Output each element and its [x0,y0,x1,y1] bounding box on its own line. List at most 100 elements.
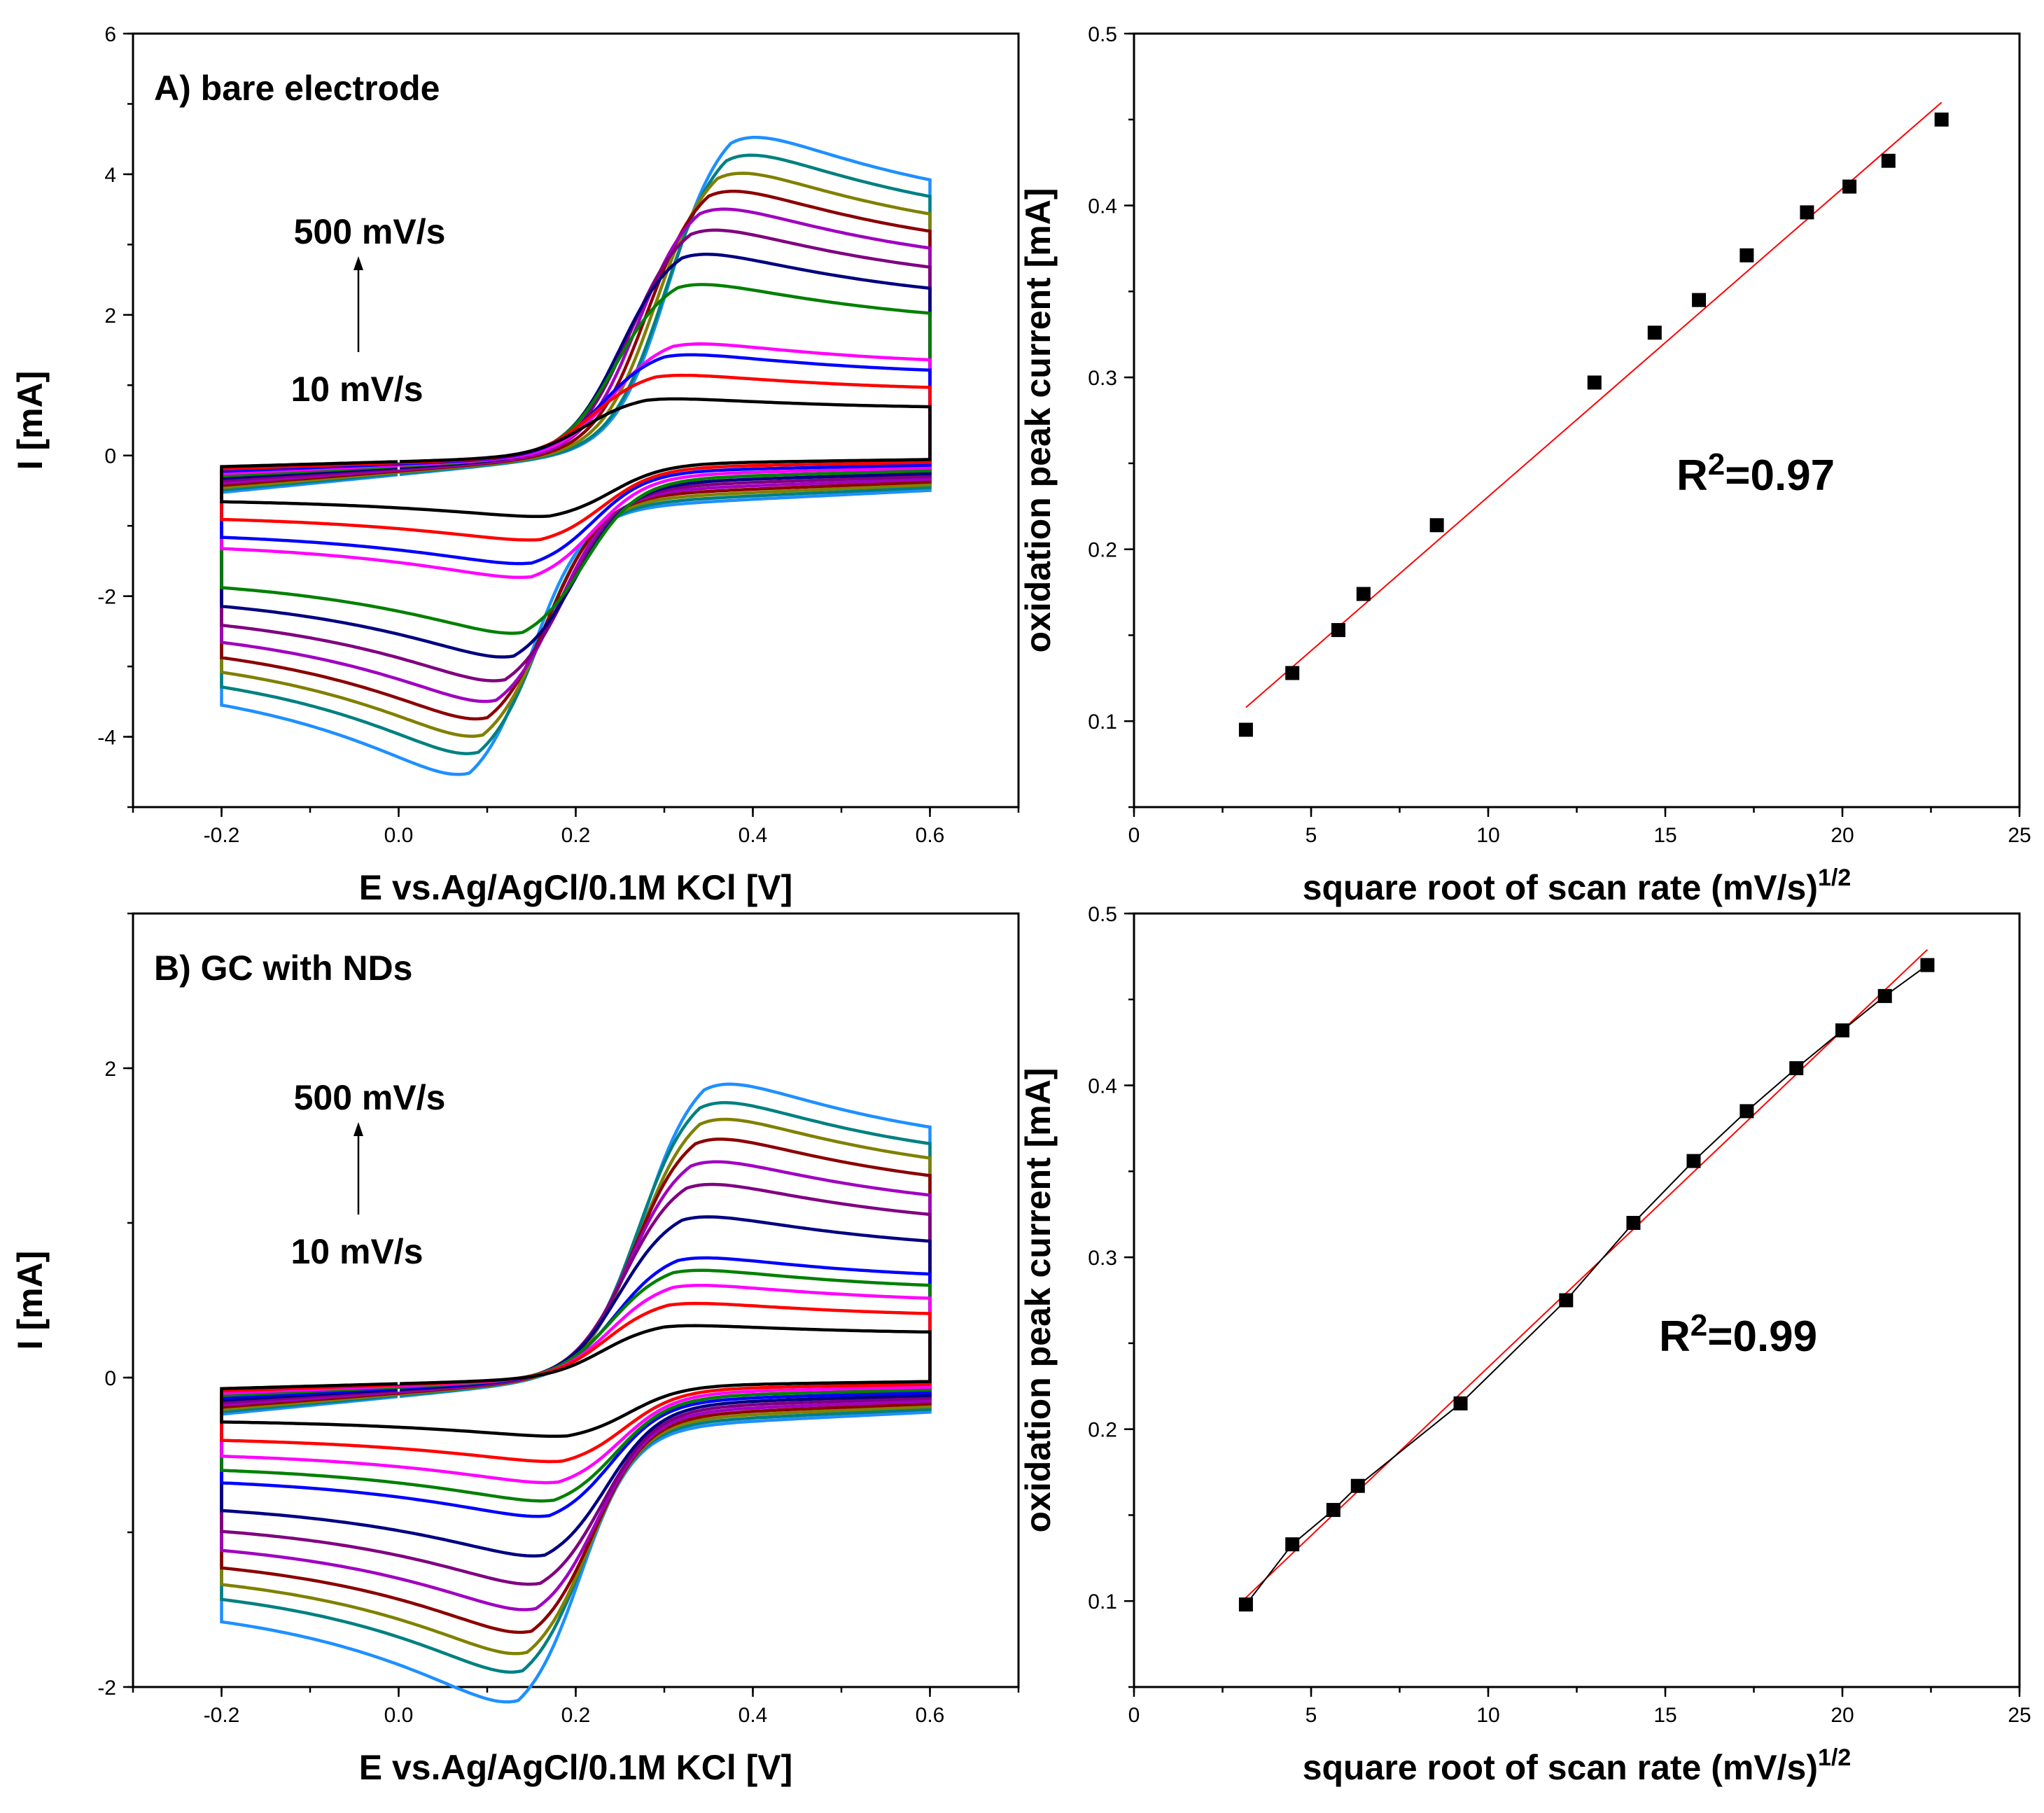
y-tick-label: 2 [104,1058,116,1081]
y-tick-label: 4 [104,164,116,187]
y-tick-label: 0 [104,445,116,468]
x-tick-label: 0 [1128,824,1140,847]
data-connector-line [1245,964,1928,1605]
y-tick-label: -2 [97,1676,116,1700]
x-tick-label: 5 [1306,824,1317,847]
x-tick-label: 0.6 [916,824,945,847]
y-tick-label: 0.5 [1088,23,1117,46]
data-point [1350,1478,1365,1493]
y-axis-title: oxidation peak current [mA] [1018,188,1058,653]
peak-current-chart-bare: 0 5 10 15 20 25 0.1 0.2 0.3 0.4 0.5 square root of … [1018,23,2031,907]
data-point [1238,1597,1253,1612]
data-point [1647,326,1662,340]
data-point [1453,1396,1468,1410]
x-tick-label: 15 [1653,1704,1676,1727]
x-axis-title: square root of scan rate (mV/s)1/2 [1303,1744,1851,1787]
y-tick-label: 0.4 [1088,1075,1117,1098]
fit-line [1245,102,1942,708]
y-tick-label: 0.1 [1088,710,1117,734]
x-tick-label: 5 [1306,1704,1317,1727]
x-tick-label: 20 [1830,1704,1854,1727]
y-tick-label: 0.2 [1088,539,1117,562]
x-tick-label: -0.2 [204,824,240,847]
data-point [1740,248,1754,262]
x-axis-title: E vs.Ag/AgCl/0.1M KCl [V] [359,1748,793,1787]
x-axis-title: square root of scan rate (mV/s)1/2 [1303,864,1851,907]
fit-line [1245,948,1928,1599]
annotation-top: 500 mV/s [294,1078,446,1117]
x-tick-label: 10 [1476,1704,1499,1727]
y-tick-label: 0.2 [1088,1419,1117,1442]
x-tick-label: 10 [1476,824,1499,847]
cv-series-line [220,397,932,519]
data-point [1626,1216,1641,1230]
y-tick-label: 0.3 [1088,367,1117,390]
y-tick-label: 0 [104,1367,116,1390]
data-point [1326,1503,1340,1518]
data-point [1920,958,1935,972]
data-point [1740,1104,1754,1119]
cv-series-line [220,283,932,635]
x-tick-label: 20 [1830,824,1854,847]
data-point [1881,153,1896,168]
x-tick-label: 0.0 [384,1704,414,1727]
data-point [1285,1537,1300,1552]
data-point [1842,179,1857,194]
y-tick-label: 0.5 [1088,903,1117,926]
y-axis-title: I [mA] [10,1251,50,1350]
x-tick-label: 25 [2008,824,2031,847]
panel-label: A) bare electrode [154,69,440,108]
cv-chart-gc-with-nds: -0.2 0.0 0.2 0.4 0.6 -2 0 2 E vs.Ag/AgCl/0.1M KC… [10,912,1020,1787]
cv-series-line [220,207,932,704]
y-axis-title: oxidation peak current [mA] [1018,1068,1058,1533]
y-tick-label: 6 [104,23,116,46]
data-point [1331,623,1345,638]
data-point [1285,666,1300,680]
y-tick-label: 2 [104,304,116,328]
cv-series-line [220,253,932,659]
cv-series-line [220,1324,932,1438]
arrow-head-icon [354,256,363,270]
data-point [1559,1293,1574,1308]
r-squared-label: R2=0.97 [1676,447,1835,500]
data-point [1789,1061,1804,1075]
data-point [1356,587,1371,601]
data-point [1877,988,1892,1003]
x-tick-label: 25 [2008,1704,2031,1727]
cv-chart-bare-electrode: -0.2 0.0 0.2 0.4 0.6 -4 -2 0 2 4 6 E vs.Ag/AgCl/0.1… [10,23,1020,907]
x-tick-label: 0.4 [738,1704,768,1727]
data-point [1800,205,1814,220]
y-tick-label: 0.4 [1088,195,1117,218]
data-point [1587,375,1602,390]
r-squared-label: R2=0.99 [1659,1308,1817,1361]
data-point [1835,1023,1849,1037]
plot-frame [1133,912,2021,1688]
x-tick-label: 0.2 [561,1704,591,1727]
data-point [1238,722,1253,737]
y-tick-label: 0.1 [1088,1590,1117,1614]
y-tick-label: -4 [97,727,116,750]
x-axis-title: E vs.Ag/AgCl/0.1M KCl [V] [359,868,793,907]
peak-current-chart-nds: 0 5 10 15 20 25 0.1 0.2 0.3 0.4 0.5 square root of … [1018,903,2031,1787]
y-tick-label: -2 [97,586,116,609]
cv-series-line [220,172,932,738]
annotation-top: 500 mV/s [294,212,446,251]
annotation-bottom: 10 mV/s [290,1232,423,1271]
x-tick-label: -0.2 [204,1704,240,1727]
panel-label: B) GC with NDs [154,948,412,988]
x-tick-label: 0.0 [384,824,414,847]
data-point [1692,293,1707,307]
cv-series-line [220,228,932,682]
plot-frame [132,32,1020,808]
data-point [1429,518,1444,533]
arrow-head-icon [354,1122,363,1136]
x-tick-label: 0 [1128,1704,1140,1727]
x-tick-label: 0.6 [916,1704,945,1727]
data-point [1686,1154,1701,1168]
x-tick-label: 15 [1653,824,1676,847]
x-tick-label: 0.2 [561,824,591,847]
data-point [1934,112,1949,127]
annotation-bottom: 10 mV/s [290,370,423,409]
y-tick-label: 0.3 [1088,1247,1117,1270]
